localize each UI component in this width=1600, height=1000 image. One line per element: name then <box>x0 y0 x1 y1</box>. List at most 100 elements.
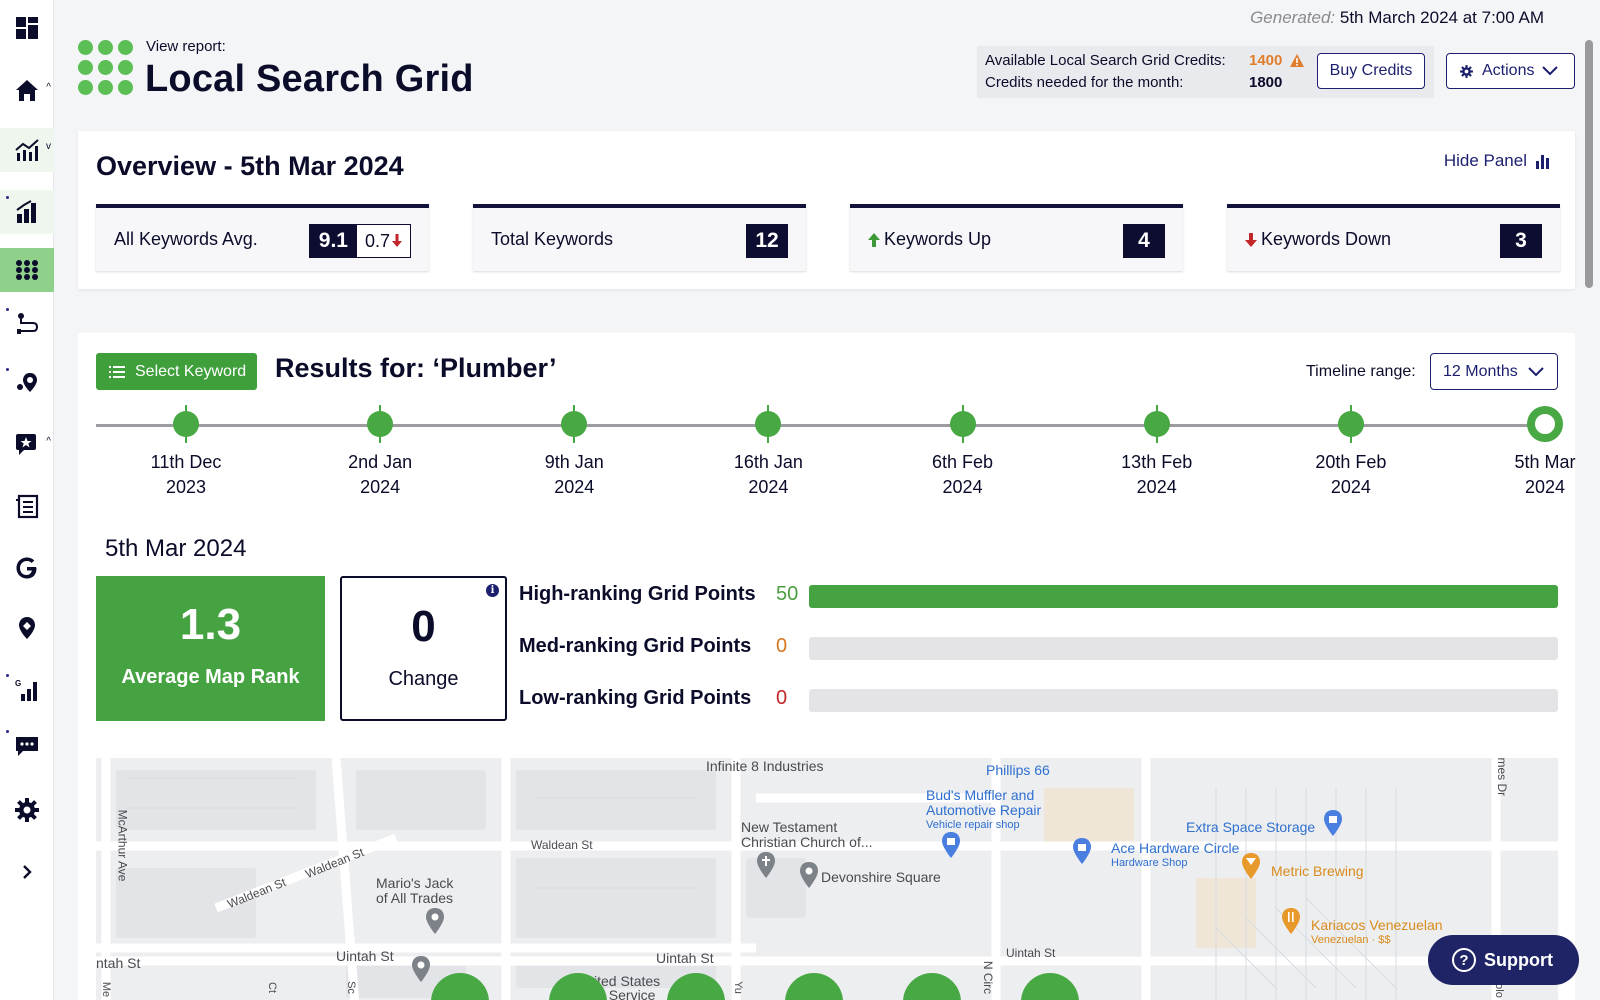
svg-text:G: G <box>15 679 21 688</box>
timeline-dot[interactable] <box>755 411 782 437</box>
grid-points-row: Low-ranking Grid Points 0 <box>519 685 1558 715</box>
sidebar-item-rankings[interactable] <box>0 190 54 234</box>
chevron-up-icon: ^ <box>46 82 51 93</box>
map-label-extra-space: Extra Space Storage <box>1186 819 1316 835</box>
timeline-date-year: 2024 <box>748 477 789 497</box>
scrollbar[interactable] <box>1585 40 1593 288</box>
results-panel: Select Keyword Results for: ‘Plumber’ Ti… <box>78 333 1576 1000</box>
sidebar-item-local-search-grid[interactable] <box>0 248 54 292</box>
avg-change-value: 0.7 <box>364 230 390 251</box>
map-label-marios-2: of All Trades <box>376 890 454 906</box>
stat-value: 4 <box>1123 224 1165 258</box>
timeline-range-select[interactable]: 12 Months <box>1430 353 1558 390</box>
hide-panel-button[interactable]: Hide Panel <box>1444 151 1551 171</box>
map-pin-icon[interactable] <box>799 862 819 888</box>
map-label-kariacos-2: Venezuelan · $$ <box>1311 934 1391 946</box>
map-label-phillips: Phillips 66 <box>986 762 1050 778</box>
stat-value: 3 <box>1500 224 1542 258</box>
support-button[interactable]: ? Support <box>1428 935 1579 985</box>
map-label-uintah-3: Uintah St <box>1006 946 1056 960</box>
grid-points-label: Med-ranking Grid Points <box>519 635 752 657</box>
map-label-sc: Sc <box>344 981 357 994</box>
timeline-date-year: 2024 <box>360 477 401 497</box>
timeline-date: 20th Feb 2024 <box>1281 450 1421 500</box>
notification-dot <box>6 368 9 371</box>
sidebar-item-settings[interactable] <box>0 788 54 832</box>
timeline-dot[interactable] <box>367 411 394 437</box>
google-icon <box>16 557 37 579</box>
sidebar-item-home[interactable]: ^ <box>0 68 54 112</box>
actions-label: Actions <box>1482 62 1535 79</box>
timeline-date-year: 2024 <box>1330 477 1371 497</box>
list-icon <box>109 365 125 378</box>
map-label-ace-1: Ace Hardware Circle <box>1111 840 1240 856</box>
sidebar-item-dashboard[interactable] <box>0 6 54 50</box>
timeline-dot[interactable] <box>949 411 976 437</box>
map-label-marios-1: Mario's Jack <box>376 875 454 891</box>
timeline-dot[interactable] <box>1143 411 1170 437</box>
sidebar-item-analytics[interactable]: v <box>0 128 54 172</box>
map-pin-icon[interactable] <box>425 908 445 934</box>
sidebar-item-citations[interactable] <box>0 484 54 528</box>
hide-panel-label: Hide Panel <box>1443 151 1527 170</box>
shopping-pin-icon[interactable] <box>1323 810 1343 836</box>
stat-keywords-up: Keywords Up 4 <box>850 204 1183 271</box>
stat-value: 12 <box>746 224 788 258</box>
map-label-infinite: Infinite 8 Industries <box>706 758 824 774</box>
chevron-down-icon <box>1528 366 1544 376</box>
star-review-icon <box>16 434 36 455</box>
map-label-buds-3: Vehicle repair shop <box>926 819 1020 831</box>
map-view[interactable]: Infinite 8 Industries Phillips 66 Bud's … <box>96 758 1558 1000</box>
stat-label: Keywords Up <box>884 229 992 249</box>
grid-points-label: Low-ranking Grid Points <box>519 687 752 709</box>
chevron-down-icon <box>1542 66 1559 76</box>
church-pin-icon[interactable] <box>756 852 776 878</box>
avg-change: 0.7 <box>356 225 410 257</box>
gear-icon <box>1460 64 1473 78</box>
chevron-right-icon <box>23 865 32 879</box>
sidebar-item-google-rank[interactable]: G <box>0 668 54 712</box>
timeline-dot-selected[interactable] <box>1527 406 1563 442</box>
average-map-rank-value: 1.3 <box>179 600 242 649</box>
timeline-dot[interactable] <box>561 411 588 437</box>
map-label-ace-2: Hardware Shop <box>1111 857 1188 869</box>
buy-credits-button[interactable]: Buy Credits <box>1317 53 1425 89</box>
change-card: i 0 Change <box>340 576 507 721</box>
credits-available-value: 1400 <box>1249 52 1283 69</box>
timeline-dot[interactable] <box>173 411 199 437</box>
sidebar-item-locations[interactable] <box>0 362 54 406</box>
timeline-date-year: 2024 <box>942 477 983 497</box>
info-icon[interactable]: i <box>486 584 499 597</box>
map-pin-icon[interactable] <box>411 956 431 982</box>
map-label-olo: olo <box>1492 983 1505 998</box>
stat-label-wrap: Keywords Down <box>1245 229 1391 250</box>
sidebar-item-routes[interactable] <box>0 302 54 346</box>
timeline-range-value: 12 Months <box>1443 362 1518 380</box>
sidebar-item-reviews[interactable]: ^ <box>0 422 54 466</box>
shopping-pin-icon[interactable] <box>941 832 961 858</box>
sidebar-item-map-marker[interactable] <box>0 606 54 650</box>
beer-pin-icon[interactable] <box>1241 853 1261 879</box>
restaurant-pin-icon[interactable] <box>1281 908 1301 934</box>
change-value: 0 <box>411 602 436 651</box>
sidebar-expand[interactable] <box>0 850 54 894</box>
home-icon <box>16 80 38 101</box>
sidebar-item-google[interactable] <box>0 546 54 590</box>
timeline-dot[interactable] <box>1337 411 1364 437</box>
stat-keywords-down: Keywords Down 3 <box>1227 204 1560 271</box>
shopping-pin-icon[interactable] <box>1072 838 1092 864</box>
actions-button[interactable]: Actions <box>1446 53 1575 89</box>
grid-points-bar <box>809 637 1558 660</box>
stat-label-wrap: Keywords Up <box>868 229 991 250</box>
timeline-date-year: 2023 <box>165 477 207 497</box>
map-label-new-testament-2: Christian Church of... <box>741 834 873 850</box>
sidebar-item-messages[interactable] <box>0 724 54 768</box>
timeline-date-day: 9th Jan <box>544 452 604 472</box>
map-label-united-states-1: ited States <box>594 973 661 989</box>
average-map-rank-label: Average Map Rank <box>121 666 300 688</box>
timeline-date: 2nd Jan 2024 <box>310 450 450 500</box>
select-keyword-button[interactable]: Select Keyword <box>96 353 257 390</box>
arrow-down-icon <box>1245 232 1257 247</box>
grid-points-count: 50 <box>776 583 799 605</box>
credits-available-label: Available Local Search Grid Credits: <box>985 52 1226 69</box>
